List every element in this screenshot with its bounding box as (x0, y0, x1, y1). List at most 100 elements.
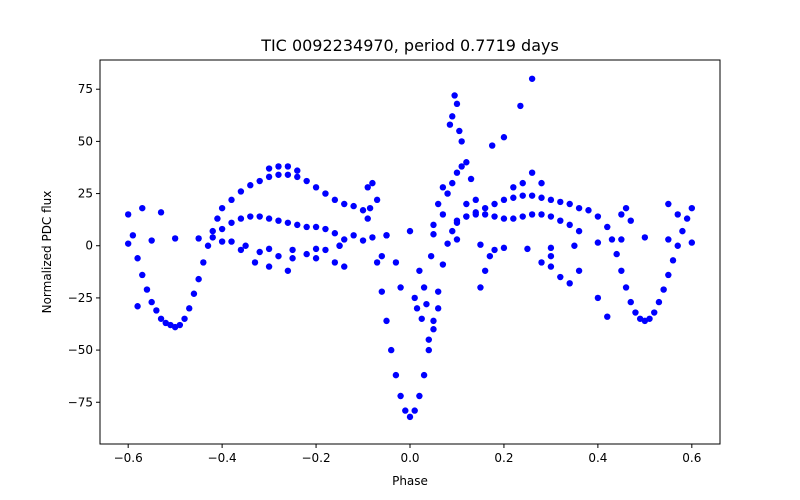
y-tick-label: −25 (68, 291, 93, 305)
data-point (247, 213, 254, 220)
plot-points (124, 75, 696, 421)
data-point (538, 194, 545, 201)
data-point (218, 204, 226, 212)
data-point (392, 259, 400, 266)
data-point (510, 184, 517, 191)
data-point (500, 134, 508, 141)
data-point (294, 167, 301, 174)
x-axis-ticks: −0.6 −0.4 −0.2 0.0 0.2 0.4 0.6 (114, 444, 701, 465)
data-point (481, 267, 489, 274)
data-point (571, 242, 578, 249)
data-point (200, 259, 207, 266)
data-point (134, 255, 141, 262)
data-point (228, 196, 235, 204)
data-point (322, 246, 329, 254)
data-point (594, 294, 602, 302)
data-point (134, 303, 141, 310)
data-point (350, 202, 357, 210)
data-point (265, 263, 273, 270)
data-point (538, 259, 545, 266)
data-point (181, 315, 188, 322)
x-tick-label: 0.0 (400, 451, 419, 465)
data-point (486, 252, 494, 260)
data-point (510, 215, 517, 222)
data-point (303, 223, 310, 231)
data-point (547, 244, 555, 252)
data-point (528, 75, 536, 82)
data-point (228, 219, 235, 226)
data-point (275, 252, 282, 260)
data-point (519, 192, 526, 199)
data-point (651, 309, 658, 316)
data-point (430, 317, 437, 325)
data-point (294, 221, 301, 229)
data-point (237, 188, 245, 195)
data-point (585, 207, 592, 214)
data-point (251, 259, 259, 266)
data-point (449, 179, 456, 187)
data-point (627, 217, 634, 224)
y-tick-label: −50 (68, 343, 93, 357)
data-point (491, 246, 498, 254)
data-point (458, 163, 465, 170)
data-point (463, 159, 470, 166)
data-point (418, 315, 425, 322)
data-point (284, 163, 292, 170)
data-point (265, 215, 273, 222)
data-point (444, 240, 451, 247)
x-tick-label: 0.4 (588, 451, 607, 465)
data-point (364, 215, 371, 222)
data-point (256, 213, 263, 220)
data-point (303, 177, 310, 185)
data-point (171, 235, 179, 242)
data-point (294, 173, 301, 181)
data-point (423, 300, 430, 308)
data-point (458, 138, 465, 145)
data-point (439, 184, 447, 191)
data-point (646, 315, 653, 322)
data-point (336, 242, 343, 249)
data-point (341, 236, 348, 243)
data-point (209, 227, 216, 235)
data-point (604, 313, 611, 320)
x-tick-label: −0.6 (114, 451, 143, 465)
data-point (444, 190, 451, 197)
data-point (413, 305, 421, 312)
data-point (538, 211, 545, 218)
data-point (688, 204, 696, 212)
data-point (242, 242, 249, 249)
data-point (388, 346, 395, 354)
data-point (477, 241, 484, 248)
data-point (439, 261, 447, 268)
y-tick-label: 25 (78, 187, 93, 201)
data-point (275, 171, 282, 178)
data-point (237, 215, 245, 222)
data-point (148, 298, 155, 306)
data-point (406, 227, 414, 235)
data-point (517, 102, 524, 110)
data-point (383, 317, 390, 325)
data-point (489, 142, 496, 149)
data-point (688, 239, 696, 246)
data-point (538, 179, 545, 187)
data-point (446, 121, 454, 128)
data-point (148, 237, 155, 244)
data-point (228, 238, 235, 245)
data-point (322, 190, 329, 197)
data-point (139, 271, 146, 279)
data-point (157, 315, 165, 322)
data-point (411, 407, 418, 414)
data-point (195, 275, 202, 283)
data-point (575, 227, 583, 235)
data-point (674, 211, 681, 218)
data-point (449, 113, 456, 120)
data-point (665, 271, 672, 279)
data-point (190, 290, 198, 297)
data-point (256, 177, 263, 185)
data-point (218, 225, 226, 233)
data-point (618, 211, 625, 218)
x-axis-title: Phase (392, 474, 428, 488)
data-point (425, 336, 432, 343)
data-point (430, 221, 437, 229)
y-axis-ticks: −75 −50 −25 0 25 50 75 (68, 82, 100, 409)
